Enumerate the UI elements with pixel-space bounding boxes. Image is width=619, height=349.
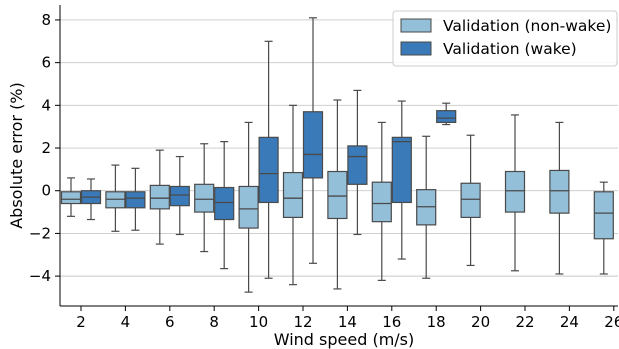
x-tick-label: 12 — [293, 313, 312, 331]
x-tick-label: 24 — [560, 313, 579, 331]
y-tick-label: 0 — [41, 182, 51, 200]
box-body — [347, 145, 368, 185]
box-wake-2 — [80, 178, 102, 221]
box-body — [436, 110, 457, 124]
x-tick-label: 6 — [165, 313, 175, 331]
box-non-wake-10 — [238, 121, 259, 293]
x-axis-label: Wind speed (m/s) — [274, 330, 415, 349]
box-non-wake-26 — [593, 181, 614, 275]
x-tick-label: 22 — [515, 313, 534, 331]
box-wake-12 — [302, 17, 324, 264]
box-non-wake-20 — [460, 134, 481, 267]
legend-label: Validation (wake) — [443, 40, 577, 58]
box-wake-6 — [169, 155, 190, 236]
y-axis-label: Absolute error (%) — [7, 82, 26, 229]
box-wake-8 — [214, 141, 235, 270]
y-tick-label: −4 — [29, 267, 51, 285]
box-body — [504, 170, 526, 213]
box-body — [593, 191, 614, 240]
box-non-wake-6 — [149, 149, 170, 245]
box-non-wake-8 — [194, 143, 215, 253]
box-body — [60, 191, 82, 205]
legend-swatch — [400, 41, 432, 56]
box-body — [282, 171, 304, 219]
y-tick-label: 8 — [41, 11, 51, 29]
box-body — [302, 111, 324, 179]
box-wake-10 — [258, 40, 279, 279]
box-body — [391, 136, 412, 204]
x-tick-label: 14 — [338, 313, 357, 331]
x-tick-label: 8 — [209, 313, 219, 331]
box-non-wake-2 — [60, 177, 82, 217]
x-tick-label: 18 — [427, 313, 446, 331]
box-non-wake-22 — [504, 114, 526, 272]
y-tick-label: −2 — [29, 224, 51, 242]
y-tick-label: 4 — [41, 96, 51, 114]
box-body — [125, 191, 146, 209]
legend-box — [392, 10, 618, 67]
box-wake-14 — [347, 89, 368, 236]
x-tick-label: 4 — [121, 313, 131, 331]
box-body — [460, 182, 481, 219]
box-body — [214, 186, 235, 221]
box-series — [60, 17, 614, 293]
box-body — [258, 136, 279, 204]
x-tick-label: 26 — [604, 313, 619, 331]
box-non-wake-4 — [105, 164, 126, 232]
box-body — [238, 185, 259, 229]
box-non-wake-24 — [549, 121, 570, 275]
box-body — [549, 169, 570, 214]
box-non-wake-14 — [327, 99, 348, 290]
legend-swatch — [400, 18, 432, 33]
x-tick-label: 16 — [382, 313, 401, 331]
legend: Validation (non-wake) Validation (wake) — [392, 10, 618, 67]
x-tick-label: 2 — [76, 313, 86, 331]
box-body — [194, 183, 215, 213]
legend-label: Validation (non-wake) — [443, 17, 611, 35]
box-body — [169, 185, 190, 207]
box-non-wake-12 — [282, 104, 304, 286]
y-tick-label: 2 — [41, 139, 51, 157]
box-body — [371, 181, 392, 223]
box-wake-18 — [436, 102, 457, 126]
x-tick-label: 10 — [249, 313, 268, 331]
box-non-wake-18 — [416, 135, 437, 279]
x-tick-label: 20 — [471, 313, 490, 331]
box-wake-16 — [391, 100, 412, 260]
box-wake-4 — [125, 167, 146, 231]
box-body — [149, 184, 170, 210]
box-non-wake-16 — [371, 121, 392, 281]
y-tick-label: 6 — [41, 54, 51, 72]
box-body — [327, 170, 348, 220]
